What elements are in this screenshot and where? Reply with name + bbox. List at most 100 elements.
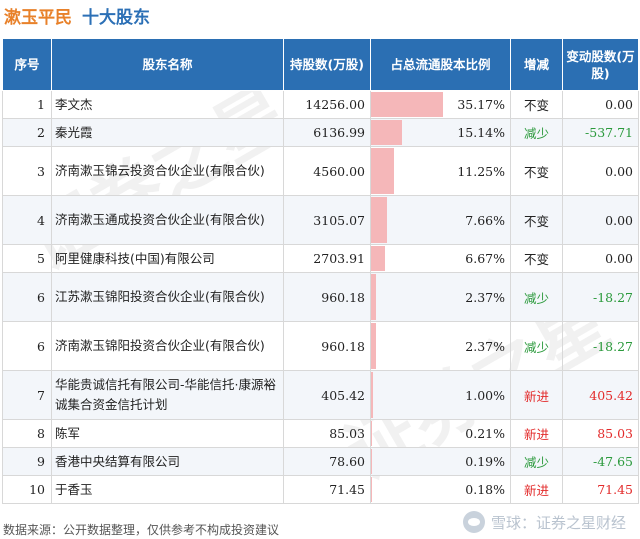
ratio-cell: 2.37% — [370, 321, 511, 371]
title-bar: 漱玉平民 十大股东 — [0, 0, 640, 30]
ratio-value: 15.14% — [457, 125, 505, 140]
header-ratio: 占总流通股本比例 — [370, 38, 511, 91]
shareholder-name-cell: 济南漱玉锦云投资合伙企业(有限合伙) — [51, 146, 284, 196]
shares-cell: 78.60 — [283, 447, 371, 476]
ratio-cell: 7.66% — [370, 195, 511, 245]
ratio-bar — [371, 197, 387, 243]
shareholder-name-cell: 秦光霞 — [51, 118, 284, 147]
change-status-cell: 新进 — [510, 419, 563, 448]
section-title: 十大股东 — [82, 7, 150, 28]
ratio-cell: 6.67% — [370, 244, 511, 273]
ratio-cell: 11.25% — [370, 146, 511, 196]
delta-shares-cell: 0.00 — [562, 146, 639, 196]
ratio-cell: 1.00% — [370, 370, 511, 420]
header-rank: 序号 — [2, 38, 52, 91]
ratio-bar — [371, 246, 385, 271]
rank-cell: 6 — [2, 272, 52, 322]
change-status-cell: 不变 — [510, 244, 563, 273]
top-shareholders-table: 序号 股东名称 持股数(万股) 占总流通股本比例 增减 变动股数(万股) 1 李文… — [2, 38, 639, 504]
table-row: 4 济南漱玉通成投资合伙企业(有限合伙) 3105.07 7.66% 不变 0.00 — [2, 195, 639, 245]
delta-shares-cell: -18.27 — [562, 321, 639, 371]
rank-cell: 7 — [2, 370, 52, 420]
ratio-value: 0.19% — [465, 454, 505, 469]
table-body: 1 李文杰 14256.00 35.17% 不变 0.00 2 秦光霞 6136.99 15.14… — [2, 90, 639, 504]
ratio-bar — [371, 323, 376, 369]
ratio-value: 2.37% — [465, 289, 505, 305]
rank-cell: 9 — [2, 447, 52, 476]
ratio-value: 0.18% — [465, 482, 505, 497]
rank-cell: 2 — [2, 118, 52, 147]
shareholder-name-cell: 陈军 — [51, 419, 284, 448]
shareholder-name-cell: 阿里健康科技(中国)有限公司 — [51, 244, 284, 273]
change-status-cell: 减少 — [510, 321, 563, 371]
shares-cell: 85.03 — [283, 419, 371, 448]
table-row: 1 李文杰 14256.00 35.17% 不变 0.00 — [2, 90, 639, 119]
shareholder-name-cell: 李文杰 — [51, 90, 284, 119]
header-change: 增减 — [510, 38, 563, 91]
change-status-cell: 不变 — [510, 146, 563, 196]
shares-cell: 6136.99 — [283, 118, 371, 147]
brand-watermark: 雪球：证券之星财经 — [462, 511, 626, 533]
shares-cell: 14256.00 — [283, 90, 371, 119]
ratio-value: 6.67% — [465, 251, 505, 266]
change-status-cell: 减少 — [510, 447, 563, 476]
shares-cell: 4560.00 — [283, 146, 371, 196]
shareholder-name-cell: 香港中央结算有限公司 — [51, 447, 284, 476]
change-status-cell: 新进 — [510, 475, 563, 504]
table-row: 8 陈军 85.03 0.21% 新进 85.03 — [2, 419, 639, 448]
header-shares: 持股数(万股) — [283, 38, 371, 91]
ratio-bar — [371, 148, 395, 194]
shareholder-name-cell: 于香玉 — [51, 475, 284, 504]
shares-cell: 3105.07 — [283, 195, 371, 245]
ratio-value: 11.25% — [457, 163, 505, 179]
table-header-row: 序号 股东名称 持股数(万股) 占总流通股本比例 增减 变动股数(万股) — [2, 38, 639, 91]
header-delta: 变动股数(万股) — [562, 38, 639, 91]
change-status-cell: 减少 — [510, 272, 563, 322]
header-name: 股东名称 — [51, 38, 284, 91]
shares-cell: 2703.91 — [283, 244, 371, 273]
ratio-value: 0.21% — [465, 426, 505, 441]
shareholder-name-cell: 江苏漱玉锦阳投资合伙企业(有限合伙) — [51, 272, 284, 322]
ratio-cell: 35.17% — [370, 90, 511, 119]
rank-cell: 3 — [2, 146, 52, 196]
delta-shares-cell: -18.27 — [562, 272, 639, 322]
shares-cell: 960.18 — [283, 321, 371, 371]
ratio-bar — [371, 274, 376, 320]
shareholder-name-cell: 济南漱玉通成投资合伙企业(有限合伙) — [51, 195, 284, 245]
company-name: 漱玉平民 — [4, 7, 72, 28]
change-status-cell: 减少 — [510, 118, 563, 147]
delta-shares-cell: -47.65 — [562, 447, 639, 476]
ratio-value: 2.37% — [465, 338, 505, 354]
shares-cell: 960.18 — [283, 272, 371, 322]
rank-cell: 4 — [2, 195, 52, 245]
delta-shares-cell: 0.00 — [562, 195, 639, 245]
shares-cell: 71.45 — [283, 475, 371, 504]
ratio-value: 35.17% — [457, 97, 505, 112]
rank-cell: 5 — [2, 244, 52, 273]
rank-cell: 8 — [2, 419, 52, 448]
data-source-note: 数据来源：公开数据整理，仅供参考不构成投资建议 — [3, 523, 280, 537]
ratio-bar — [371, 92, 444, 117]
rank-cell: 6 — [2, 321, 52, 371]
shareholder-name-cell: 济南漱玉锦阳投资合伙企业(有限合伙) — [51, 321, 284, 371]
table-row: 2 秦光霞 6136.99 15.14% 减少 -537.71 — [2, 118, 639, 147]
shares-cell: 405.42 — [283, 370, 371, 420]
ratio-cell: 0.19% — [370, 447, 511, 476]
table-row: 10 于香玉 71.45 0.18% 新进 71.45 — [2, 475, 639, 504]
change-status-cell: 不变 — [510, 90, 563, 119]
ratio-value: 1.00% — [465, 387, 505, 403]
table-row: 6 江苏漱玉锦阳投资合伙企业(有限合伙) 960.18 2.37% 减少 -18.27 — [2, 272, 639, 322]
delta-shares-cell: 0.00 — [562, 90, 639, 119]
table-row: 7 华能贵诚信托有限公司-华能信托·康源裕诚集合资金信托计划 405.42 1.00%… — [2, 370, 639, 420]
rank-cell: 10 — [2, 475, 52, 504]
delta-shares-cell: -537.71 — [562, 118, 639, 147]
rank-cell: 1 — [2, 90, 52, 119]
change-status-cell: 新进 — [510, 370, 563, 420]
shareholder-name-cell: 华能贵诚信托有限公司-华能信托·康源裕诚集合资金信托计划 — [51, 370, 284, 420]
ratio-cell: 0.18% — [370, 475, 511, 504]
ratio-value: 7.66% — [465, 212, 505, 228]
table-row: 6 济南漱玉锦阳投资合伙企业(有限合伙) 960.18 2.37% 减少 -18.27 — [2, 321, 639, 371]
table-row: 3 济南漱玉锦云投资合伙企业(有限合伙) 4560.00 11.25% 不变 0.00 — [2, 146, 639, 196]
change-status-cell: 不变 — [510, 195, 563, 245]
ratio-cell: 0.21% — [370, 419, 511, 448]
